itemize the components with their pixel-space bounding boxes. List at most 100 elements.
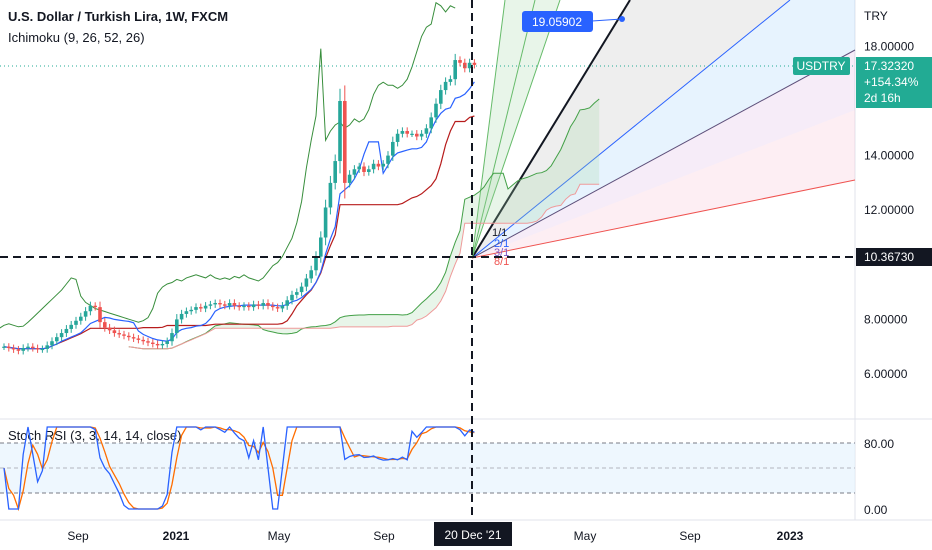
symbol-badge[interactable] bbox=[793, 57, 850, 75]
fan-label-8x1: 8/1 bbox=[494, 256, 509, 268]
candle-body bbox=[314, 256, 318, 271]
candle-body bbox=[266, 303, 270, 306]
candle-body bbox=[213, 303, 217, 305]
candle-body bbox=[391, 141, 395, 156]
candle-body bbox=[429, 117, 433, 129]
candle-body bbox=[203, 305, 208, 309]
candle-body bbox=[35, 348, 40, 350]
candle-body bbox=[155, 343, 160, 346]
candle-body bbox=[170, 333, 174, 342]
candle-body bbox=[146, 341, 150, 343]
candle-body bbox=[26, 346, 30, 349]
candle-body bbox=[285, 300, 289, 306]
candle-body bbox=[395, 133, 400, 142]
candle-body bbox=[405, 131, 409, 134]
candle-body bbox=[179, 313, 184, 320]
indicator-legend[interactable]: Ichimoku (9, 26, 52, 26) bbox=[8, 30, 145, 45]
crosshair-date-badge bbox=[434, 522, 512, 546]
callout-box[interactable] bbox=[522, 11, 593, 32]
candle-body bbox=[448, 79, 453, 82]
crosshair-price-badge bbox=[856, 248, 932, 266]
candle-body bbox=[59, 333, 64, 338]
candle-body bbox=[31, 346, 35, 349]
stoch-k-line bbox=[3, 426, 475, 510]
callout-anchor[interactable] bbox=[619, 16, 625, 22]
candle-body bbox=[175, 319, 179, 334]
candle-body bbox=[117, 333, 121, 335]
candle-body bbox=[223, 304, 227, 306]
candle-body bbox=[242, 305, 246, 308]
candle-body bbox=[371, 163, 376, 170]
candle-body bbox=[74, 320, 78, 325]
fan-line-purple bbox=[471, 49, 856, 259]
candle-body bbox=[64, 328, 69, 334]
candle-body bbox=[410, 133, 414, 135]
candle-body bbox=[443, 81, 448, 91]
candle-body bbox=[439, 90, 443, 104]
fan-fill-blue bbox=[472, 0, 855, 258]
candle-body bbox=[189, 309, 193, 312]
candle-body bbox=[304, 278, 309, 287]
fan-line-red bbox=[471, 179, 856, 259]
candle-body bbox=[309, 270, 313, 279]
price-tick: 14.00000 bbox=[864, 149, 914, 163]
symbol-label: USDTRY bbox=[796, 59, 845, 73]
fan-label-1x1: 1/1 bbox=[492, 227, 507, 239]
fan-line-green-a bbox=[471, 0, 506, 259]
candle-body bbox=[424, 128, 429, 134]
candle-body bbox=[338, 101, 342, 162]
candle-body bbox=[83, 311, 88, 317]
candle-body bbox=[151, 342, 155, 344]
senkou-span-b bbox=[128, 183, 600, 350]
candle-body bbox=[50, 341, 54, 346]
candle-body bbox=[280, 305, 285, 309]
candle-body bbox=[467, 62, 472, 69]
candle-body bbox=[419, 133, 424, 137]
candle-body bbox=[160, 343, 165, 346]
price-tick: 12.00000 bbox=[864, 203, 914, 217]
candle-body bbox=[112, 330, 117, 334]
time-tick-may-2021: May bbox=[268, 529, 291, 543]
stoch-lines-layer bbox=[3, 426, 475, 512]
candle-body bbox=[88, 305, 93, 312]
candle-body bbox=[79, 316, 83, 321]
candle-body bbox=[290, 294, 294, 301]
candle-body bbox=[472, 62, 477, 65]
candle-body bbox=[131, 337, 136, 339]
candle-body bbox=[107, 327, 112, 331]
candle-body bbox=[184, 311, 189, 314]
stoch-tick-80: 80.00 bbox=[864, 437, 894, 451]
candle-body bbox=[295, 292, 299, 295]
callout-connector bbox=[591, 18, 623, 22]
candle-body bbox=[98, 307, 102, 323]
stoch-rsi-legend[interactable]: Stoch RSI (3, 3, 14, 14, close) bbox=[8, 428, 182, 443]
candle-body bbox=[251, 304, 256, 308]
last-price-value: 17.32320 bbox=[864, 59, 914, 73]
candle-body bbox=[208, 304, 213, 306]
crosshair-price-label: 10.36730 bbox=[864, 250, 914, 264]
kijun-sen bbox=[3, 115, 475, 350]
fan-line-blue bbox=[471, 0, 791, 259]
currency-label: TRY bbox=[864, 9, 888, 23]
candle-body bbox=[434, 103, 438, 118]
callout-value: 19.05902 bbox=[532, 15, 582, 29]
stoch-tick-0: 0.00 bbox=[864, 503, 888, 517]
bar-countdown: 2d 16h bbox=[864, 91, 901, 105]
candle-body bbox=[141, 339, 145, 342]
candle-body bbox=[165, 341, 169, 344]
crosshair-date-label: 20 Dec '21 bbox=[445, 528, 502, 542]
chikou-span bbox=[0, 1, 456, 329]
last-price-badge[interactable] bbox=[856, 57, 932, 108]
candle-body bbox=[352, 169, 357, 175]
fan-label-2x1: 2/1 bbox=[494, 238, 509, 250]
candle-body bbox=[237, 305, 241, 308]
candle-body bbox=[2, 346, 6, 348]
last-price-change: +154.34% bbox=[864, 75, 919, 89]
candle-body bbox=[415, 133, 419, 137]
candle-body bbox=[458, 60, 462, 63]
time-tick-sep-2022: Sep bbox=[679, 529, 701, 543]
time-tick-sep-2020: Sep bbox=[67, 529, 89, 543]
price-tick: 18.00000 bbox=[864, 39, 914, 53]
candle-body bbox=[400, 131, 405, 134]
